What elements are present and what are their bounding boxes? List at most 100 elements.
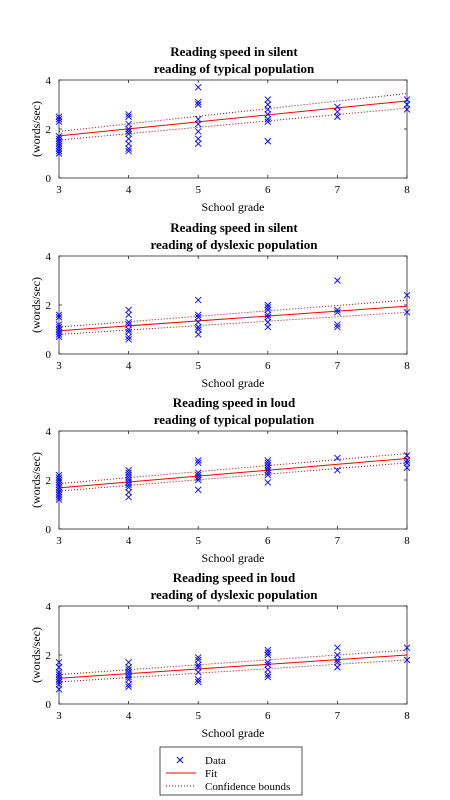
- x-tick-label: 4: [126, 535, 132, 547]
- data-point: [264, 301, 272, 309]
- chart-title-line-2: reading of typical population: [154, 61, 315, 76]
- data-point: [125, 469, 132, 476]
- data-point: [264, 659, 272, 666]
- data-point: [55, 681, 63, 688]
- data-point: [125, 484, 132, 491]
- confidence-bound-upper: [58, 299, 408, 328]
- y-tick-label: 0: [46, 699, 52, 711]
- data-point: [55, 135, 63, 143]
- data-point: [264, 479, 272, 486]
- data-point: [194, 331, 202, 338]
- data-point: [264, 318, 272, 326]
- y-tick-label: 2: [46, 300, 52, 312]
- x-tick-label: 8: [404, 360, 410, 372]
- x-tick-label: 4: [126, 184, 132, 196]
- data-point: [264, 666, 272, 674]
- data-point: [264, 651, 272, 659]
- data-point: [125, 673, 132, 681]
- data-point: [334, 321, 341, 328]
- data-point: [55, 476, 63, 484]
- data-point: [55, 671, 63, 678]
- data-point: [55, 321, 63, 328]
- data-point: [125, 668, 132, 676]
- chart-title-line-2: reading of dyslexic population: [151, 587, 319, 602]
- data-point: [55, 659, 63, 666]
- data-point: [55, 137, 63, 145]
- confidence-bound-upper: [58, 649, 408, 676]
- chart-title-line-1: Reading speed in silent: [170, 220, 298, 235]
- data-point: [194, 318, 202, 326]
- chart-title-line-1: Reading speed in loud: [173, 570, 296, 585]
- data-point: [125, 140, 132, 148]
- fit-line: [58, 100, 408, 137]
- data-point: [194, 654, 202, 661]
- confidence-bound-upper: [58, 92, 408, 132]
- data-point: [55, 481, 63, 489]
- data-point: [403, 464, 411, 472]
- x-tick-label: 8: [404, 535, 410, 547]
- data-point: [194, 476, 202, 484]
- legend-item-fit: Fit: [166, 768, 217, 780]
- subplot-3: Reading speed in loud reading of typical …: [29, 395, 411, 565]
- data-point: [55, 142, 63, 150]
- data-point: [334, 108, 341, 116]
- data-point: [334, 466, 341, 474]
- data-point: [264, 673, 272, 681]
- data-point: [264, 469, 272, 476]
- y-axis-label: (words/sec): [29, 277, 43, 333]
- data-point: [55, 678, 63, 686]
- data-point: [125, 474, 132, 481]
- confidence-bound-lower: [58, 311, 408, 335]
- data-point: [194, 311, 202, 319]
- data-point: [334, 663, 341, 671]
- data-point: [334, 306, 341, 314]
- data-point: [125, 681, 132, 688]
- x-tick-label: 5: [195, 184, 201, 196]
- data-point: [194, 474, 202, 481]
- x-axis-label: School grade: [202, 376, 265, 390]
- data-point: [403, 452, 411, 459]
- data-point: [403, 656, 411, 664]
- data-point: [334, 659, 341, 666]
- data-point: [334, 277, 341, 284]
- data-point: [55, 326, 63, 333]
- x-tick-label: 6: [265, 535, 271, 547]
- data-point: [194, 661, 202, 669]
- data-point: [264, 311, 272, 319]
- x-tick-label: 7: [335, 360, 341, 372]
- data-point: [264, 306, 272, 314]
- data-point: [264, 323, 272, 331]
- data-point: [334, 644, 341, 651]
- data-point: [125, 671, 132, 678]
- data-point: [55, 491, 63, 499]
- data-point: [125, 471, 132, 479]
- chart-title-line-1: Reading speed in loud: [173, 395, 296, 410]
- x-tick-label: 8: [404, 710, 410, 722]
- x-tick-label: 7: [335, 535, 341, 547]
- data-point: [55, 313, 63, 321]
- data-point: [194, 323, 202, 331]
- fit-line: [58, 305, 408, 332]
- subplot-2: Reading speed in silent reading of dyslex…: [29, 220, 411, 390]
- subplot-1: Reading speed in silent reading of typica…: [29, 44, 411, 214]
- x-tick-label: 6: [265, 360, 271, 372]
- confidence-bound-lower: [58, 462, 408, 492]
- data-point: [125, 321, 132, 328]
- data-point: [55, 471, 63, 479]
- legend-item-data: Data: [176, 755, 226, 767]
- data-point: [264, 457, 272, 464]
- data-point: [334, 103, 341, 111]
- x-tick-label: 6: [265, 710, 271, 722]
- data-point: [334, 651, 341, 659]
- data-point: [194, 135, 202, 143]
- data-point: [125, 326, 132, 333]
- data-point: [264, 466, 272, 474]
- data-point: [55, 479, 63, 486]
- data-point: [194, 471, 202, 479]
- data-point: [264, 115, 272, 123]
- data-point: [194, 313, 202, 321]
- data-point: [125, 466, 132, 474]
- data-point: [55, 474, 63, 481]
- data-point: [125, 481, 132, 489]
